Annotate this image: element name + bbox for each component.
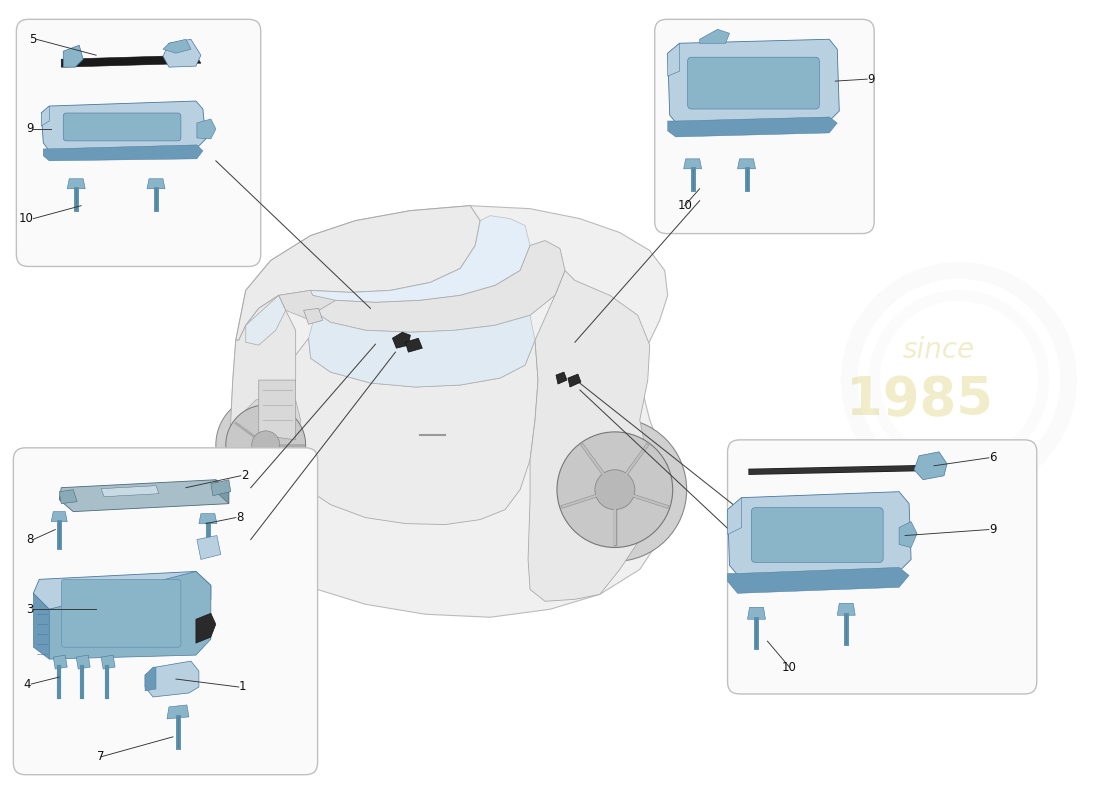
Polygon shape	[393, 332, 410, 348]
Polygon shape	[700, 30, 729, 43]
Polygon shape	[310, 216, 530, 302]
Polygon shape	[304, 308, 322, 324]
FancyBboxPatch shape	[654, 19, 875, 234]
Circle shape	[252, 431, 279, 458]
FancyBboxPatch shape	[727, 440, 1037, 694]
Polygon shape	[101, 486, 160, 497]
FancyBboxPatch shape	[688, 57, 820, 109]
Polygon shape	[59, 480, 229, 512]
Polygon shape	[727, 492, 911, 578]
Polygon shape	[145, 667, 156, 691]
Polygon shape	[59, 490, 77, 504]
Polygon shape	[245, 295, 286, 345]
Text: 7: 7	[98, 750, 104, 763]
Polygon shape	[668, 43, 680, 76]
Polygon shape	[196, 614, 216, 643]
Polygon shape	[899, 522, 917, 547]
Polygon shape	[53, 655, 67, 669]
FancyBboxPatch shape	[16, 19, 261, 266]
Text: 8: 8	[235, 511, 243, 524]
Text: 1: 1	[239, 681, 246, 694]
Polygon shape	[145, 661, 199, 697]
Polygon shape	[216, 480, 229, 504]
Polygon shape	[63, 46, 84, 67]
Polygon shape	[406, 338, 422, 352]
Polygon shape	[235, 206, 481, 340]
Polygon shape	[748, 607, 766, 619]
Polygon shape	[50, 571, 211, 659]
Polygon shape	[33, 594, 50, 659]
Text: 10: 10	[782, 661, 796, 674]
Circle shape	[216, 395, 316, 494]
Polygon shape	[229, 206, 670, 618]
Polygon shape	[42, 106, 50, 126]
Polygon shape	[556, 372, 566, 384]
Polygon shape	[316, 241, 565, 332]
Text: 4: 4	[24, 678, 31, 690]
Polygon shape	[42, 101, 206, 151]
Polygon shape	[211, 480, 231, 496]
Polygon shape	[528, 270, 650, 602]
Text: 10: 10	[678, 199, 692, 212]
FancyBboxPatch shape	[13, 448, 318, 774]
Polygon shape	[558, 445, 668, 534]
Circle shape	[226, 405, 306, 485]
Polygon shape	[163, 39, 191, 54]
Text: 9: 9	[867, 73, 875, 86]
Polygon shape	[199, 514, 217, 523]
Text: 10: 10	[19, 212, 33, 225]
Text: 2: 2	[241, 470, 249, 482]
Polygon shape	[668, 39, 839, 125]
Polygon shape	[568, 374, 581, 387]
Text: 9: 9	[989, 523, 997, 536]
Text: since: since	[903, 336, 975, 364]
Text: 3: 3	[26, 602, 33, 616]
Polygon shape	[727, 567, 909, 594]
Polygon shape	[258, 380, 296, 440]
Polygon shape	[914, 452, 947, 480]
Polygon shape	[668, 117, 837, 137]
Polygon shape	[737, 159, 756, 169]
Polygon shape	[76, 655, 90, 669]
FancyBboxPatch shape	[751, 508, 883, 562]
Polygon shape	[101, 655, 116, 669]
Polygon shape	[43, 145, 202, 161]
Polygon shape	[197, 535, 221, 559]
Polygon shape	[197, 119, 216, 139]
Polygon shape	[229, 295, 296, 508]
Polygon shape	[727, 498, 741, 534]
FancyBboxPatch shape	[62, 579, 180, 647]
Circle shape	[557, 432, 673, 547]
Circle shape	[595, 470, 635, 510]
Text: 9: 9	[25, 122, 33, 135]
Polygon shape	[278, 290, 336, 320]
Polygon shape	[837, 603, 855, 615]
Polygon shape	[52, 512, 67, 522]
Polygon shape	[163, 39, 201, 67]
Polygon shape	[62, 55, 201, 67]
Polygon shape	[167, 705, 189, 719]
Polygon shape	[67, 178, 85, 189]
Polygon shape	[309, 312, 535, 387]
Polygon shape	[229, 395, 300, 478]
Polygon shape	[147, 178, 165, 189]
Text: 5: 5	[29, 33, 36, 46]
Circle shape	[543, 418, 686, 562]
Text: 1985: 1985	[846, 374, 992, 426]
FancyBboxPatch shape	[63, 113, 180, 141]
Text: 8: 8	[26, 533, 33, 546]
Polygon shape	[33, 571, 211, 610]
Polygon shape	[276, 338, 538, 525]
Polygon shape	[684, 159, 702, 169]
Text: 6: 6	[989, 451, 997, 464]
